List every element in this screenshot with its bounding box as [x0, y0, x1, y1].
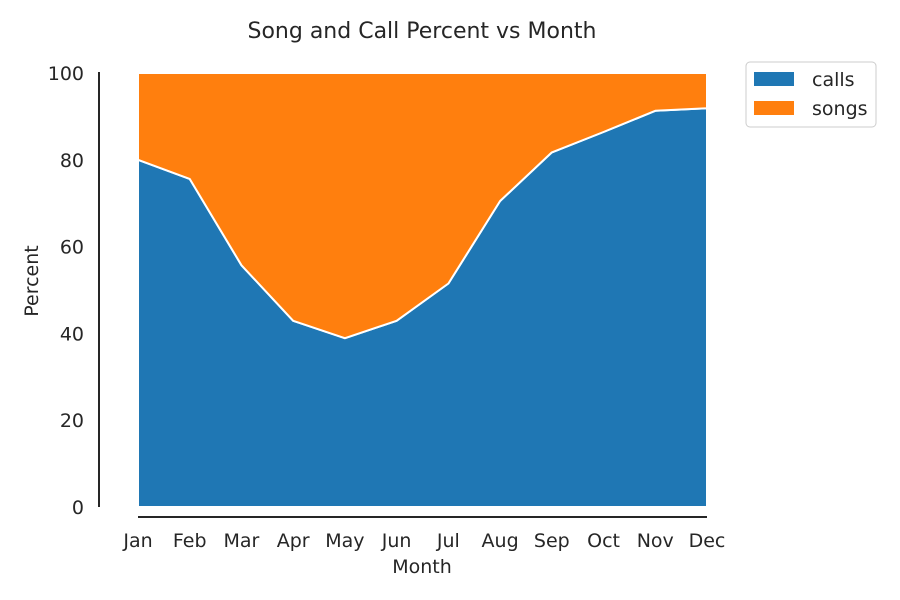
- x-tick-label: Feb: [173, 530, 207, 552]
- x-tick-label: Oct: [587, 530, 620, 552]
- x-tick-label: Apr: [277, 530, 310, 552]
- y-tick-labels: 0 20 40 60 80 100: [48, 63, 84, 519]
- x-tick-label: Jun: [381, 530, 412, 552]
- x-tick-label: Dec: [689, 530, 726, 552]
- y-tick-label: 60: [60, 237, 84, 259]
- y-tick-label: 80: [60, 150, 84, 172]
- y-tick-label: 20: [60, 410, 84, 432]
- x-tick-label: Jan: [122, 530, 152, 552]
- legend: calls songs: [745, 61, 877, 128]
- x-tick-label: Sep: [534, 530, 570, 552]
- legend-label-calls: calls: [812, 69, 855, 91]
- y-tick-label: 100: [48, 63, 84, 85]
- plot-area: [137, 72, 708, 508]
- x-tick-label: Nov: [637, 530, 674, 552]
- x-tick-label: May: [325, 530, 364, 552]
- x-axis-title: Month: [392, 556, 452, 578]
- legend-swatch-calls: [754, 72, 794, 86]
- chart-title: Song and Call Percent vs Month: [248, 19, 597, 44]
- y-axis-title: Percent: [21, 245, 43, 317]
- x-tick-label: Mar: [224, 530, 260, 552]
- x-tick-label: Aug: [482, 530, 519, 552]
- area-series-songs: [137, 72, 708, 340]
- x-tick-labels: Jan Feb Mar Apr May Jun Jul Aug Sep Oct Nov Dec: [122, 530, 725, 552]
- legend-label-songs: songs: [812, 98, 868, 120]
- y-tick-label: 40: [60, 323, 84, 345]
- legend-swatch-songs: [754, 101, 794, 115]
- y-tick-label: 0: [72, 497, 84, 519]
- x-tick-label: Jul: [436, 530, 460, 552]
